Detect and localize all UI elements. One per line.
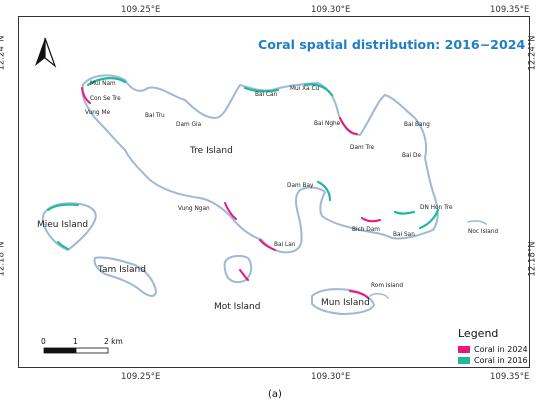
lon-label-top: 109.35°E — [490, 5, 530, 15]
place-label: Bai Nghe — [314, 121, 341, 127]
place-label: Vung Me — [85, 110, 111, 116]
scale-bar — [43, 347, 109, 354]
scale-label: 0 — [41, 337, 46, 346]
mun-island-coral-2024-outline — [349, 290, 369, 299]
legend-title: Legend — [458, 327, 499, 340]
island-label: Rom Island — [371, 283, 404, 289]
lon-label-top: 109.30°E — [311, 5, 351, 15]
mot-island-outline — [223, 254, 253, 284]
place-label: Vung Ngan — [178, 206, 210, 212]
figure-caption: (a) — [268, 389, 282, 400]
place-label: Mui Xa Cu — [290, 86, 320, 92]
lon-label-bottom: 109.30°E — [311, 372, 351, 382]
legend-label: Coral in 2016 — [474, 356, 528, 365]
place-label: Con Se Tre — [90, 96, 121, 102]
island-label: Mun Island — [321, 298, 370, 308]
place-label: Bai Can — [255, 92, 278, 98]
north-arrow-icon — [35, 37, 57, 68]
legend-swatch — [458, 357, 470, 364]
place-label: Bai Lan — [274, 242, 296, 248]
place-label: Dam Bay — [287, 183, 314, 189]
lon-label-bottom: 109.25°E — [121, 372, 161, 382]
place-label: Bai Bang — [404, 122, 430, 128]
tre-island-outline — [81, 74, 439, 254]
island-label: Tam Island — [98, 265, 146, 275]
place-label: Dam Tre — [350, 145, 375, 151]
scale-label: 2 km — [104, 337, 123, 346]
island-label: Mot Island — [214, 302, 261, 312]
tam-island-outline — [93, 256, 157, 297]
island-label: Noc Island — [468, 229, 499, 235]
place-label: Mui Nam — [90, 81, 116, 87]
lon-label-bottom: 109.35°E — [490, 372, 530, 382]
mot-island-coral-2024-outline — [239, 269, 249, 281]
legend-swatch — [458, 346, 470, 353]
map-title: Coral spatial distribution: 2016−2024 — [258, 37, 526, 52]
place-label: Bai De — [402, 153, 422, 159]
scale-label: 1 — [73, 337, 78, 346]
tre-island-coral-2024-outline — [81, 87, 381, 251]
mieu-island-outline — [41, 202, 97, 251]
island-label: Mieu Island — [37, 220, 89, 230]
place-label: Dam Gia — [176, 122, 202, 128]
island-label: Tre Island — [190, 146, 233, 156]
tre-island-coral-2016-outline — [86, 77, 440, 230]
place-label: Bai Tru — [145, 113, 165, 119]
rom-island-outline — [369, 293, 389, 299]
legend-label: Coral in 2024 — [474, 345, 528, 354]
place-label: Bai San — [393, 232, 415, 238]
place-label: DN Hon Tre — [420, 205, 453, 211]
mun-island-outline — [311, 288, 375, 315]
legend-item: Coral in 2024 — [458, 345, 528, 354]
legend-item: Coral in 2016 — [458, 356, 528, 365]
mieu-island-coral-outline — [47, 203, 79, 250]
place-label: Bich Dam — [352, 227, 380, 233]
noc-island-outline — [467, 220, 487, 225]
lon-label-top: 109.25°E — [121, 5, 161, 15]
